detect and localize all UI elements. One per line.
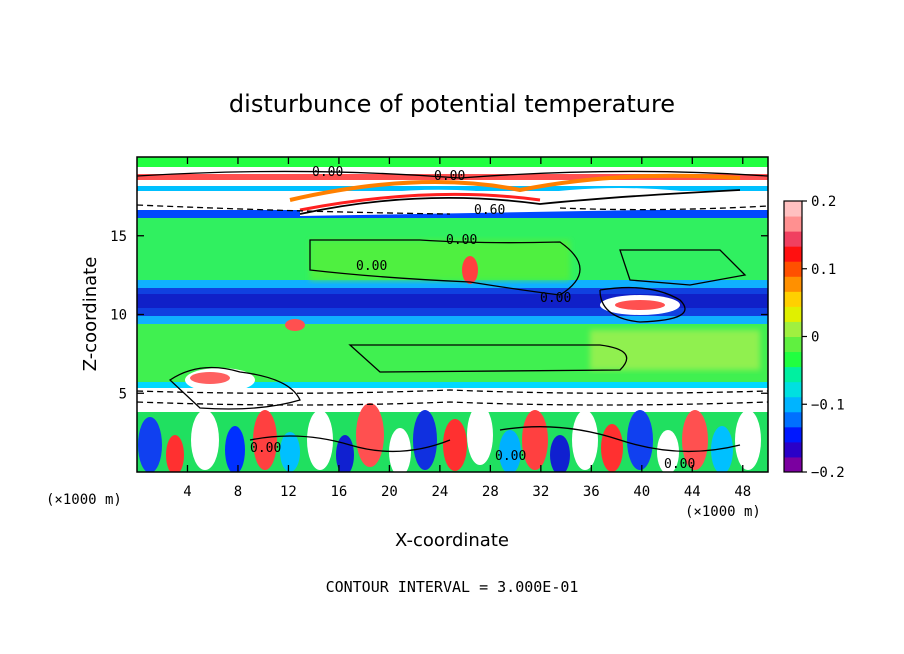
contour-labels: 0.00 0.00 0.60 0.00 0.00 0.00 0.00 0.00 … (250, 165, 695, 472)
x-tick-label: 20 (381, 484, 398, 500)
colorbar-tick-label: 0 (811, 330, 819, 346)
y-tick-label: 5 (119, 386, 127, 402)
y-axis-label: Z-coordinate (80, 257, 101, 372)
colorbar-swatch (784, 336, 802, 353)
x-tick-label: 8 (234, 484, 242, 500)
colorbar-swatch (784, 201, 802, 217)
colorbar-swatch (784, 456, 802, 473)
contour-label: 0.00 (434, 169, 465, 184)
contour-label: 0.00 (495, 449, 526, 464)
x-tick-label: 44 (684, 484, 701, 500)
colorbar-swatch (784, 306, 802, 322)
contour-label: 0.00 (540, 291, 571, 306)
x-tick-label: 16 (330, 484, 347, 500)
colorbar-swatch (784, 441, 802, 458)
colorbar-swatch (784, 411, 802, 428)
plot-area: 0.00 0.00 0.60 0.00 0.00 0.00 0.00 0.00 … (137, 157, 768, 472)
x-tick-label: 12 (280, 484, 297, 500)
x-tick-label: 28 (482, 484, 499, 500)
x-tick-label: 40 (633, 484, 650, 500)
contour-label: 0.00 (250, 441, 281, 456)
y-tick-label: 10 (110, 308, 127, 324)
colorbar-swatch (784, 351, 802, 368)
colorbar-tick-label: −0.1 (811, 397, 845, 413)
contour-label: 0.00 (664, 457, 695, 472)
y-tick-label: 15 (110, 229, 127, 245)
colorbar-swatch (784, 396, 802, 413)
colorbar-tick-label: 0.2 (811, 194, 836, 210)
colorbar-swatch (784, 231, 802, 247)
turbulent-blobs (138, 403, 761, 472)
contour-label: 0.00 (356, 259, 387, 274)
colorbar-swatch (784, 381, 802, 398)
contours (137, 170, 768, 453)
colorbar-swatch (784, 276, 802, 292)
x-axis-label: X-coordinate (395, 530, 509, 551)
contour-label: 0.00 (312, 165, 343, 180)
colorbar-swatch (784, 321, 802, 337)
contour-label: 0.60 (474, 203, 505, 218)
colorbar-swatch (784, 261, 802, 277)
colorbar-tick-label: 0.1 (811, 262, 836, 278)
colorbar-swatch (784, 216, 802, 232)
colorbar-swatch (784, 291, 802, 307)
colorbar-swatch (784, 426, 802, 443)
colorbar-swatch (784, 246, 802, 262)
x-tick-label: 4 (183, 484, 191, 500)
x-unit-right: (×1000 m) (685, 504, 761, 520)
x-tick-label: 48 (734, 484, 751, 500)
x-axis: 4 8 12 16 20 24 28 32 36 40 44 48 (183, 157, 751, 500)
y-axis: 5 10 15 (110, 229, 768, 402)
colorbar-swatch (784, 366, 802, 383)
contour-interval: CONTOUR INTERVAL = 3.000E-01 (326, 578, 579, 596)
contour-label: 0.00 (446, 233, 477, 248)
x-tick-label: 24 (431, 484, 448, 500)
x-tick-label: 36 (583, 484, 600, 500)
colorbar: 0.2 0.1 0 −0.1 −0.2 (783, 194, 845, 481)
chart-title: disturbunce of potential temperature (229, 90, 675, 118)
x-unit-left: (×1000 m) (46, 492, 122, 508)
x-tick-label: 32 (532, 484, 549, 500)
colorbar-tick-label: −0.2 (811, 465, 845, 481)
